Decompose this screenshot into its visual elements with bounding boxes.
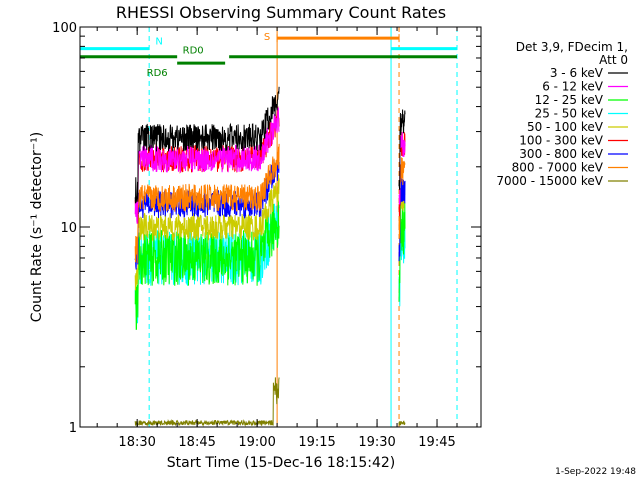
legend-label-2: 12 - 25 keV xyxy=(535,93,604,107)
x-tick-label-2: 19:00 xyxy=(238,435,275,450)
legend-label-1: 6 - 12 keV xyxy=(542,80,604,94)
legend-label-6: 300 - 800 keV xyxy=(519,147,603,161)
flag-label-rd6: RD6 xyxy=(147,68,168,79)
series-line-8-b xyxy=(398,420,406,427)
series-line-1-a xyxy=(134,107,280,224)
y-axis-label: Count Rate (s⁻¹ detector⁻¹) xyxy=(29,132,45,322)
legend-header-1: Att 0 xyxy=(599,53,628,67)
series-layer xyxy=(134,86,406,428)
flag-label-rd0: RD0 xyxy=(183,46,204,57)
flag-label-n: N xyxy=(155,37,162,48)
footer-date: 1-Sep-2022 19:48 xyxy=(555,467,636,477)
series-line-8-a xyxy=(134,377,280,428)
legend-label-0: 3 - 6 keV xyxy=(550,66,604,80)
y-axis: 1 10 100 xyxy=(52,21,481,436)
legend-label-5: 100 - 300 keV xyxy=(519,134,603,148)
series-line-7-a xyxy=(134,143,280,264)
series-line-4-a xyxy=(134,174,280,291)
y-tick-label-0: 1 xyxy=(69,421,77,436)
series-line-0-b xyxy=(398,109,406,191)
legend-label-7: 800 - 7000 keV xyxy=(512,161,604,175)
x-tick-label-4: 19:30 xyxy=(358,435,395,450)
x-tick-label-1: 18:45 xyxy=(178,435,215,450)
y-tick-label-2: 100 xyxy=(52,21,77,36)
series-line-2-a xyxy=(134,200,280,331)
legend-label-3: 25 - 50 keV xyxy=(535,107,604,121)
x-tick-label-5: 19:45 xyxy=(418,435,455,450)
series-line-0-a xyxy=(134,86,280,204)
legend-label-8: 7000 - 15000 keV xyxy=(496,174,603,188)
x-axis: 18:30 18:45 19:00 19:15 19:30 19:45 xyxy=(96,27,478,450)
legend-label-4: 50 - 100 keV xyxy=(527,120,604,134)
x-tick-label-3: 19:15 xyxy=(298,435,335,450)
flag-label-s: S xyxy=(264,32,270,43)
y-tick-label-1: 10 xyxy=(60,221,77,236)
chart-title: RHESSI Observing Summary Count Rates xyxy=(116,3,446,22)
series-line-6-a xyxy=(134,154,280,270)
x-axis-label: Start Time (15-Dec-16 18:15:42) xyxy=(167,455,395,471)
x-tick-label-0: 18:30 xyxy=(118,435,155,450)
flag-bars: N S RD0 RD6 xyxy=(80,32,458,79)
legend-header-0: Det 3,9, FDecim 1, xyxy=(516,40,628,54)
